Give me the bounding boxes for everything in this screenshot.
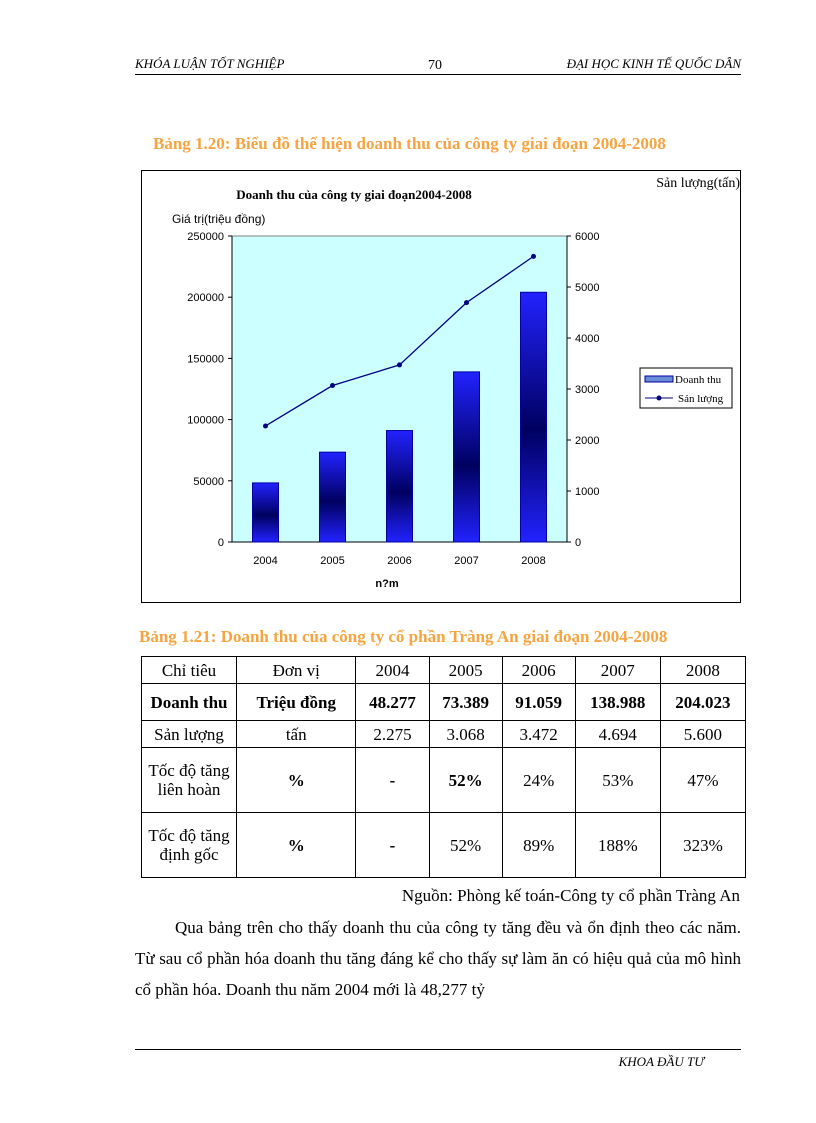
legend-line-marker <box>656 395 662 401</box>
table-cell: - <box>355 747 430 813</box>
table-cell: 53% <box>574 747 661 813</box>
legend-label-san-luong: Sản lượng <box>678 393 724 405</box>
x-tick-label: 2006 <box>387 555 411 567</box>
table-cell: 2.275 <box>355 720 430 748</box>
table-cell: 323% <box>659 812 747 878</box>
table-cell: 5.600 <box>659 720 747 748</box>
x-tick-label: 2008 <box>521 555 545 567</box>
y-tick-label: 150000 <box>187 353 224 365</box>
y2-tick-label: 1000 <box>575 486 599 498</box>
table-row: Doanh thu Triệu đồng 48.277 73.389 91.059 138… <box>141 683 747 721</box>
y2-axis-label: Sản lượng(tấn) <box>656 176 740 191</box>
table-cell: % <box>235 747 357 813</box>
table-row: Tốc độ tăng định gốc% -52% 89% 188% 323% <box>141 812 747 878</box>
x-tick-label: 2007 <box>454 555 478 567</box>
legend-label-doanh-thu: Doanh thu <box>675 374 722 386</box>
table-cell: 47% <box>659 747 747 813</box>
table-cell: tấn <box>235 720 357 748</box>
table-cell: 138.988 <box>574 683 661 721</box>
table-cell: 188% <box>574 812 661 878</box>
table-cell: Doanh thu <box>141 683 237 721</box>
table-cell: 52% <box>428 747 503 813</box>
y2-tick-label: 0 <box>575 537 581 549</box>
header-left: KHÓA LUẬN TỐT NGHIỆP <box>135 56 285 71</box>
header-cell: Chỉ tiêu <box>141 656 237 684</box>
table-cell: 91.059 <box>501 683 576 721</box>
legend-bar-swatch <box>644 375 674 383</box>
table-cell: % <box>235 812 357 878</box>
header-cell: 2006 <box>501 656 576 684</box>
table-cell: 204.023 <box>659 683 747 721</box>
table-cell: - <box>355 812 430 878</box>
y-tick-label: 0 <box>218 537 224 549</box>
x-axis-label: n?m <box>375 578 398 590</box>
y-tick-label: 200000 <box>187 292 224 304</box>
chart-svg: Doanh thu của công ty giai đoạn2004-2008… <box>172 176 740 590</box>
header-cell: 2007 <box>574 656 661 684</box>
footer-text: KHOA ĐẦU TƯ <box>618 1054 704 1069</box>
table-cell: 3.472 <box>501 720 576 748</box>
x-tick-label: 2004 <box>253 555 277 567</box>
y2-tick-label: 2000 <box>575 435 599 447</box>
footer-rule <box>135 1049 741 1050</box>
point-2006 <box>397 362 402 368</box>
y2-tick-label: 6000 <box>575 231 599 243</box>
header-cell: 2005 <box>428 656 503 684</box>
table-row: Tốc độ tăng liên hoàn% -52% 24% 53% 47% <box>141 747 747 813</box>
page-number: 70 <box>428 58 442 73</box>
table-header-row: Chỉ tiêu Đơn vị 2004 2005 2006 2007 2008 <box>141 656 747 684</box>
point-2005 <box>330 383 335 389</box>
table-cell: Sản lượng <box>141 720 237 748</box>
table-caption: Bảng 1.21: Doanh thu của công ty cổ phần… <box>139 627 668 646</box>
table-source: Nguồn: Phòng kế toán-Công ty cổ phần Trà… <box>401 886 740 905</box>
table-cell: Tốc độ tăng định gốc <box>141 812 237 878</box>
table-cell: 3.068 <box>428 720 503 748</box>
chart: Doanh thu của công ty giai đoạn2004-2008… <box>141 170 741 603</box>
header-cell: 2008 <box>659 656 747 684</box>
table-cell: 4.694 <box>574 720 661 748</box>
legend: Doanh thu Sản lượng <box>639 367 733 409</box>
table-cell: Triệu đồng <box>235 683 357 721</box>
body-paragraph: Qua bảng trên cho thấy doanh thu của côn… <box>135 918 741 999</box>
table-cell: 52% <box>428 812 503 878</box>
chart-title: Doanh thu của công ty giai đoạn2004-2008 <box>236 187 472 202</box>
y-tick-label: 50000 <box>193 476 224 488</box>
y-tick-label: 250000 <box>187 231 224 243</box>
table-row: Sản lượng tấn 2.275 3.068 3.472 4.694 5.600 <box>141 720 747 748</box>
bar-2008 <box>520 291 547 543</box>
revenue-table: Chỉ tiêu Đơn vị 2004 2005 2006 2007 2008 Doanh … <box>141 656 747 878</box>
table-cell: 48.277 <box>355 683 430 721</box>
y2-tick-label: 3000 <box>575 384 599 396</box>
table-cell: Tốc độ tăng liên hoàn <box>141 747 237 813</box>
y-tick-label: 100000 <box>187 415 224 427</box>
table-cell: 24% <box>501 747 576 813</box>
bar-2005 <box>319 451 346 543</box>
figure-caption: Bảng 1.20: Biểu đồ thể hiện doanh thu củ… <box>153 134 666 153</box>
header-right: ĐẠI HỌC KINH TẾ QUỐC DÂN <box>566 56 741 71</box>
table-cell: 89% <box>501 812 576 878</box>
header-cell: Đơn vị <box>235 656 357 684</box>
header-rule <box>135 74 741 75</box>
point-2008 <box>531 253 536 259</box>
table-cell: 73.389 <box>428 683 503 721</box>
y2-tick-label: 5000 <box>575 282 599 294</box>
point-2004 <box>263 423 268 429</box>
y2-tick-label: 4000 <box>575 333 599 345</box>
bar-2007 <box>453 371 480 543</box>
y-axis-label: Giá trị(triệu đồng) <box>172 212 265 226</box>
header-cell: 2004 <box>355 656 430 684</box>
bar-2006 <box>386 430 413 543</box>
x-tick-label: 2005 <box>320 555 344 567</box>
point-2007 <box>464 300 469 306</box>
bar-2004 <box>252 482 279 543</box>
